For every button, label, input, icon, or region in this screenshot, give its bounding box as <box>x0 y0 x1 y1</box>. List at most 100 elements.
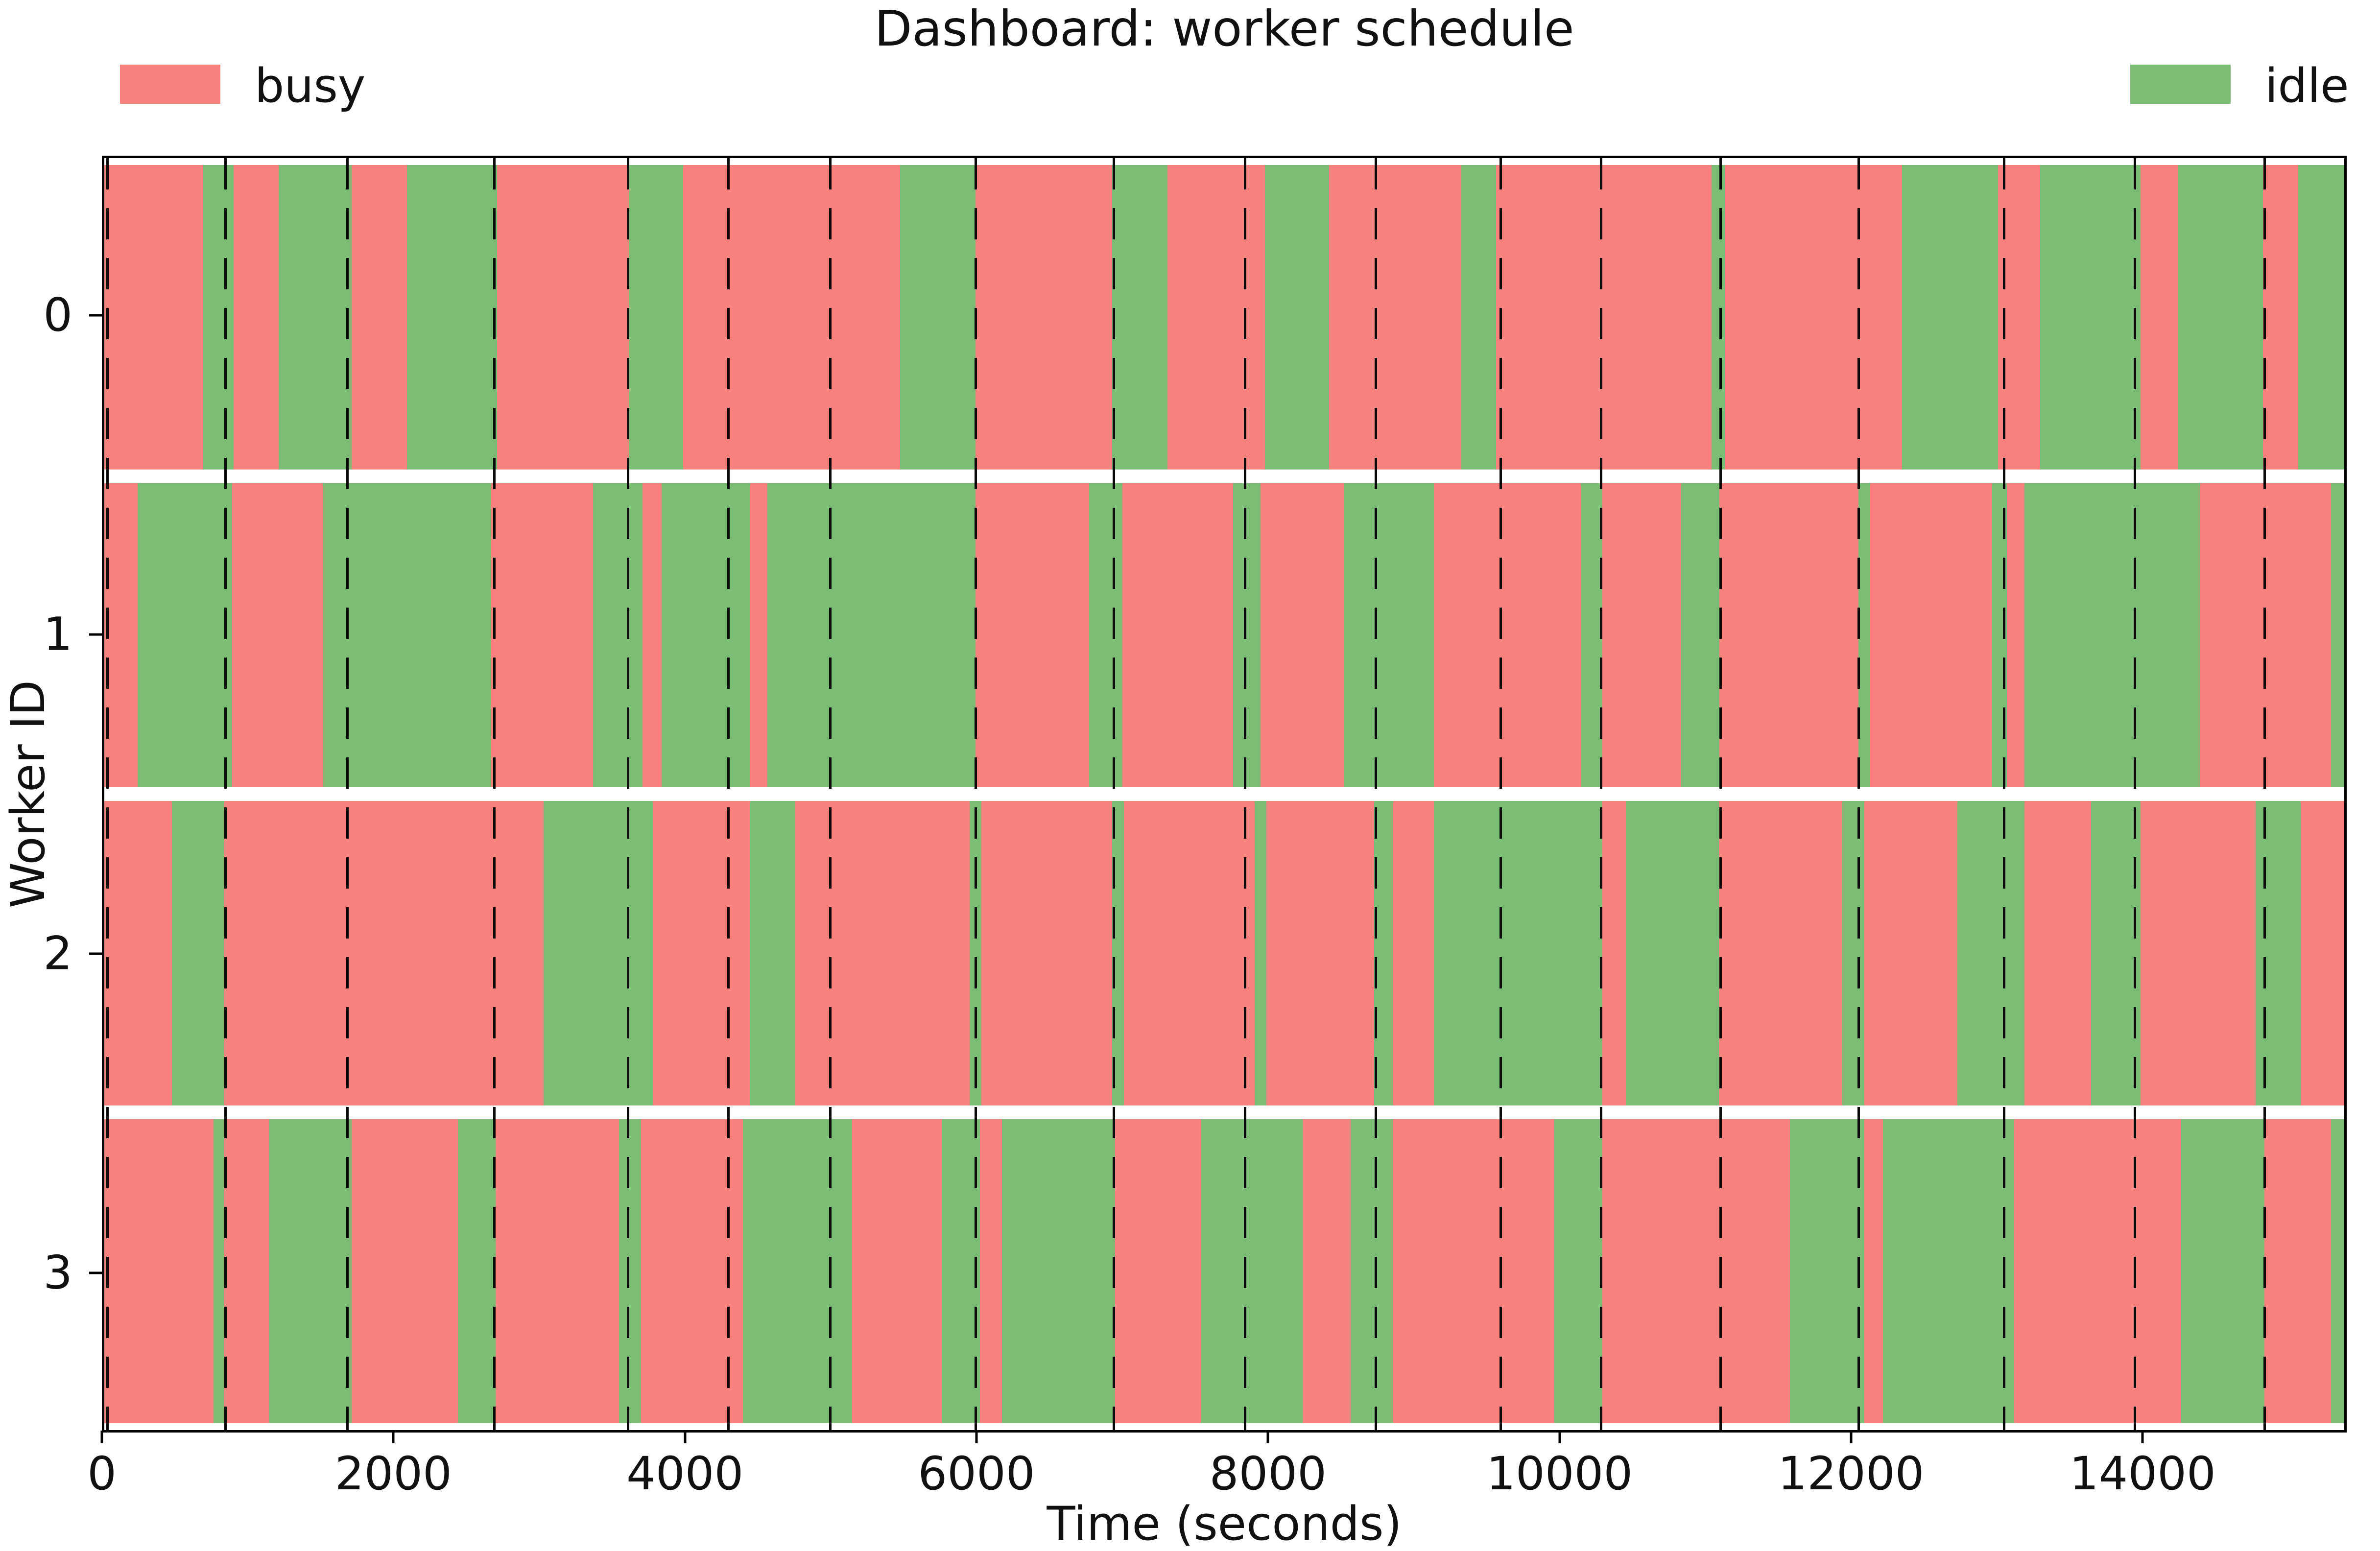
x-tick-mark <box>100 1431 103 1443</box>
x-tick-label: 4000 <box>626 1447 744 1501</box>
segment-busy <box>1261 483 1344 787</box>
segment-idle <box>172 801 225 1105</box>
segment-busy <box>491 483 593 787</box>
segment-idle <box>1089 483 1123 787</box>
segment-busy <box>1496 165 1712 470</box>
segment-busy <box>852 1119 942 1423</box>
event-dashed-line <box>493 158 496 1430</box>
segment-busy <box>351 1119 458 1423</box>
segment-idle <box>279 165 352 470</box>
segment-idle <box>1681 483 1720 787</box>
segment-idle <box>203 165 234 470</box>
segment-busy <box>1724 165 1903 470</box>
segment-idle <box>543 801 653 1105</box>
segment-idle <box>942 1119 980 1423</box>
legend-busy-label: busy <box>255 59 366 113</box>
x-tick-mark <box>684 1431 687 1443</box>
y-tick-mark <box>89 952 102 955</box>
event-dashed-line <box>829 158 832 1430</box>
x-tick-mark <box>1850 1431 1853 1443</box>
y-tick-mark <box>89 314 102 317</box>
x-axis-ticks: 0 2000 4000 6000 8000 10000 12000 14000 <box>87 1431 2347 1528</box>
segment-idle <box>1858 483 1870 787</box>
segment-busy <box>641 1119 743 1423</box>
worker-band-0 <box>104 165 2344 470</box>
x-tick-label: 10000 <box>1486 1447 1633 1501</box>
segment-idle <box>406 165 497 470</box>
segment-idle <box>750 801 795 1105</box>
segment-busy <box>980 1119 1002 1423</box>
segment-idle <box>900 165 976 470</box>
event-dashed-line <box>1243 158 1246 1430</box>
segment-idle <box>1233 483 1261 787</box>
x-tick-label: 2000 <box>334 1447 452 1501</box>
event-dashed-line <box>1600 158 1603 1430</box>
segment-idle <box>2331 1119 2344 1423</box>
segment-busy <box>1329 165 1462 470</box>
segment-busy <box>1122 483 1233 787</box>
segment-idle <box>1374 801 1393 1105</box>
segment-busy <box>104 483 138 787</box>
segment-idle <box>2091 801 2141 1105</box>
segment-idle <box>2178 165 2263 470</box>
event-dashed-line <box>2263 158 2266 1430</box>
event-dashed-line <box>2002 158 2005 1430</box>
segment-idle <box>1461 165 1497 470</box>
segment-idle <box>1790 1119 1864 1423</box>
y-axis-title: Worker ID <box>1 680 55 909</box>
segment-idle <box>1580 483 1603 787</box>
segment-busy <box>1266 801 1374 1105</box>
segment-idle <box>2024 483 2200 787</box>
segment-idle <box>2040 165 2141 470</box>
segment-busy <box>104 1119 214 1423</box>
event-dashed-line <box>1113 158 1116 1430</box>
segment-busy <box>750 483 768 787</box>
segment-busy <box>104 165 203 470</box>
segment-idle <box>1201 1119 1303 1423</box>
y-tick-label: 2 <box>43 927 72 981</box>
segment-idle <box>269 1119 352 1423</box>
event-dashed-line <box>1719 158 1722 1430</box>
segment-idle <box>322 483 492 787</box>
segment-idle <box>1957 801 2024 1105</box>
segment-busy <box>497 165 630 470</box>
x-tick-mark <box>2141 1431 2144 1443</box>
y-tick-label: 1 <box>43 608 72 661</box>
segment-busy <box>1303 1119 1351 1423</box>
event-dashed-line <box>106 158 109 1430</box>
segment-busy <box>1602 1119 1790 1423</box>
event-dashed-line <box>627 158 630 1430</box>
segment-busy <box>2262 165 2298 470</box>
segment-busy <box>1719 483 1858 787</box>
segment-busy <box>2300 801 2344 1105</box>
segment-idle <box>1433 801 1603 1105</box>
worker-band-3 <box>104 1119 2344 1423</box>
segment-busy <box>976 165 1113 470</box>
legend-busy-swatch <box>120 65 220 104</box>
segment-busy <box>1124 801 1255 1105</box>
chart-title: Dashboard: worker schedule <box>874 0 1574 57</box>
segment-idle <box>661 483 750 787</box>
segment-idle <box>1711 165 1725 470</box>
segment-busy <box>2006 483 2024 787</box>
segment-busy <box>652 801 750 1105</box>
segment-busy <box>1115 1119 1201 1423</box>
segment-idle <box>619 1119 641 1423</box>
legend-idle-swatch <box>2130 65 2231 104</box>
x-tick-label: 0 <box>87 1447 117 1501</box>
segment-idle <box>1883 1119 2014 1423</box>
segment-busy <box>1602 801 1626 1105</box>
segment-busy <box>1864 1119 1883 1423</box>
segment-busy <box>1393 801 1434 1105</box>
event-dashed-line <box>1374 158 1377 1430</box>
segment-busy <box>642 483 662 787</box>
y-tick-mark <box>89 633 102 636</box>
segment-busy <box>1433 483 1581 787</box>
segment-idle <box>2297 165 2344 470</box>
event-dashed-line <box>346 158 349 1430</box>
segment-idle <box>2181 1119 2264 1423</box>
segment-busy <box>2024 801 2092 1105</box>
event-dashed-line <box>1857 158 1860 1430</box>
segment-idle <box>457 1119 496 1423</box>
x-tick-label: 14000 <box>2069 1447 2216 1501</box>
